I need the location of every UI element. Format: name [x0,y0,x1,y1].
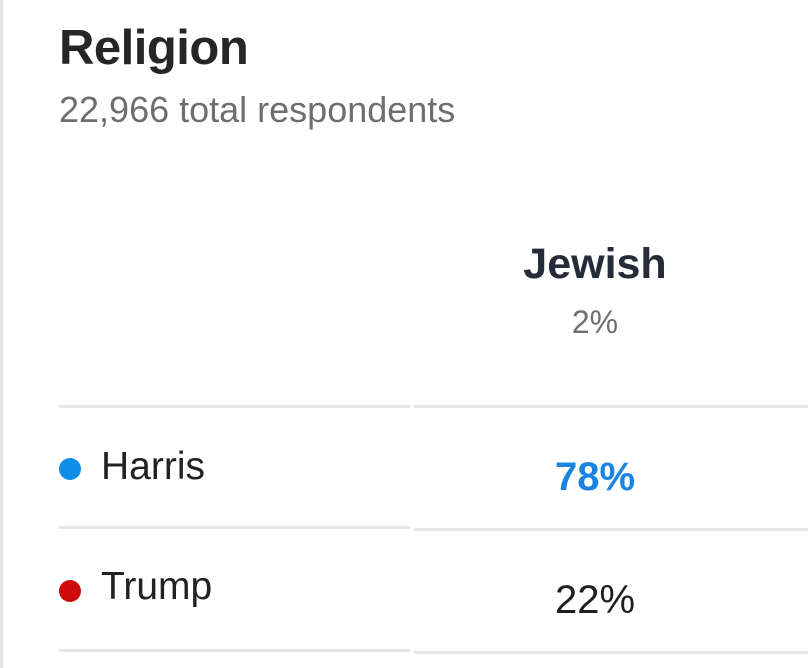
page-title: Religion [59,21,249,75]
divider-mid-left [59,526,410,529]
column-title: Jewish [523,240,667,288]
divider-top-left [59,405,410,408]
panel-left-border [0,0,3,668]
divider-mid-right [414,528,808,531]
divider-bottom-left [59,649,410,652]
candidate-name: Trump [101,565,213,608]
harris-value: 78% [554,455,636,499]
column-share: 2% [571,304,619,340]
divider-top-right [414,405,808,408]
trump-color-dot [59,580,81,602]
column-header-jewish: Jewish 2% [412,240,778,342]
candidate-name: Harris [101,445,205,488]
harris-color-dot [59,458,81,480]
divider-bottom-right [414,651,808,654]
candidate-row-harris: Harris 78% [0,408,808,528]
respondents-count: 22,966 total respondents [59,89,456,130]
candidate-row-trump: Trump 22% [0,530,808,650]
trump-value: 22% [554,578,636,622]
